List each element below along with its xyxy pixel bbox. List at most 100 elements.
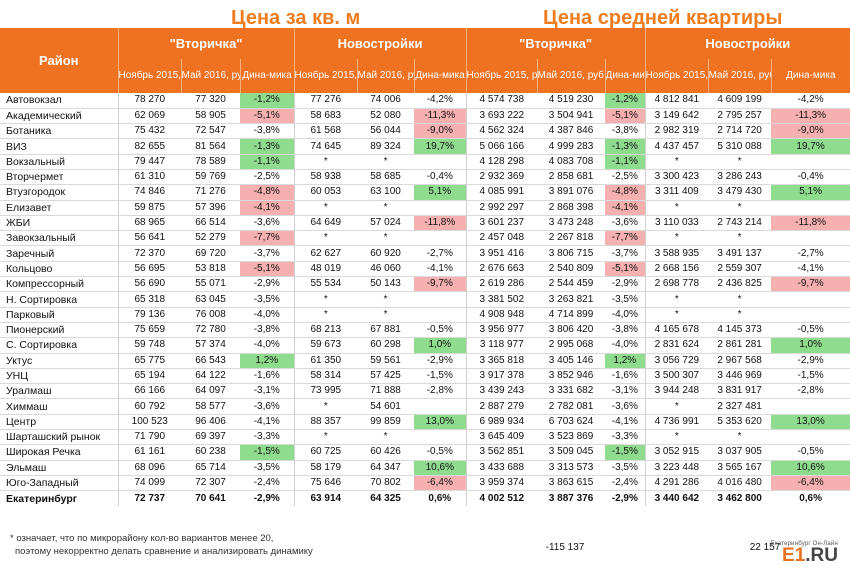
district-name: Кольцово [0,261,118,278]
header-dynamics: Дина-мика [770,59,850,93]
dynamics-cell: 0,6% [428,492,452,504]
price-cell: 3 052 915 [644,444,709,461]
dynamics-cell: -1,6% [605,368,646,385]
dynamics-cell: -4,8% [605,184,646,201]
price-cell: 2 457 048 [465,230,538,247]
price-cell: 3 037 905 [708,444,772,461]
price-cell: 78 589 [181,154,240,170]
price-cell: 3 286 243 [708,169,772,186]
table-row: Уралмаш 66 166 64 097 -3,1% 73 995 71 888 -2,8… [0,383,850,400]
dynamics-cell: -7,7% [605,230,646,247]
dynamics-cell: -11,8% [414,215,467,232]
price-cell: 89 324 [357,138,415,155]
price-cell: 3 863 615 [537,475,606,492]
price-cell: 59 673 [293,337,358,354]
dynamics-cell: -2,4% [240,475,295,492]
dynamics-cell: -0,5% [771,322,850,339]
dynamics-cell: -2,9% [611,492,638,504]
dynamics-cell: -3,5% [240,460,295,476]
district-name: Уктус [0,353,118,369]
price-cell: * [708,429,772,446]
district-name: Компрессорный [0,276,118,293]
header-secondary-apt: "Вторичка" [465,28,646,59]
price-cell: 60 920 [357,245,415,262]
dynamics-cell: -4,0% [240,337,295,354]
price-cell: 2 743 214 [708,215,772,232]
price-cell: 4 002 512 [465,490,538,507]
price-cell: 4 083 708 [537,154,606,170]
district-name: Уралмаш [0,383,118,400]
dynamics-cell: -1,1% [240,154,295,170]
header-may-2016: Май 2016, руб. [356,59,415,93]
price-cell: 71 276 [181,184,240,201]
price-cell: 2 676 663 [465,261,538,278]
dynamics-cell: -6,4% [771,475,850,492]
header-nov-2015: Ноябрь 2015, руб. [117,59,181,93]
price-cell: 99 859 [357,414,415,431]
footnote: * означает, что по микрорайону кол-во ва… [10,532,313,558]
table-row: Компрессорный 56 690 55 071 -2,9% 55 534 50 1… [0,276,850,293]
dynamics-cell: -5,1% [240,108,295,125]
price-cell: 88 357 [293,414,358,431]
footnote-line-1: * означает, что по микрорайону кол-во ва… [10,533,274,544]
price-cell: 67 881 [357,322,415,339]
price-cell: 2 831 624 [644,337,709,354]
price-cell: * [293,291,358,308]
price-cell: 4 736 991 [644,414,709,431]
price-cell: 3 891 076 [537,184,606,201]
dynamics-cell: -0,4% [771,169,850,186]
price-cell: 4 574 738 [465,93,538,109]
price-cell: 3 588 935 [644,245,709,262]
district-name: Академический [0,108,118,125]
price-cell: 66 543 [181,353,240,369]
price-cell: 3 491 137 [708,245,772,262]
dynamics-cell: -9,7% [414,276,467,293]
logo-e1: E1 [782,545,806,566]
district-name: Юго-Западный [0,475,118,492]
price-cell: * [644,291,709,308]
price-cell: 55 534 [293,276,358,293]
price-cell: 54 601 [357,398,415,415]
dynamics-cell: 10,6% [414,460,467,476]
price-cell: * [357,291,415,308]
dynamics-cell [771,200,850,216]
price-cell: 4 714 899 [537,307,606,323]
price-cell: 3 381 502 [465,291,538,308]
price-cell: 65 194 [117,368,181,385]
district-name: С. Сортировка [0,337,118,354]
dynamics-cell: -4,2% [414,93,467,109]
e1-logo[interactable]: Екатеринбург Он-Лайн E1.RU [771,541,838,565]
price-cell: * [708,307,772,323]
price-cell: 5 066 166 [465,138,538,155]
price-cell: 96 406 [181,414,240,431]
dynamics-cell: -4,1% [240,200,295,216]
price-cell: 72 547 [181,123,240,140]
dynamics-cell: -0,4% [414,169,467,186]
dynamics-cell: -3,1% [605,383,646,400]
table-row: Широкая Речка 61 161 60 238 -1,5% 60 725 60 4… [0,444,850,461]
dynamics-cell: -3,5% [605,460,646,476]
dynamics-cell: 1,2% [605,353,646,369]
price-cell: 64 122 [181,368,240,385]
district-name: Шарташский рынок [0,429,118,446]
table-row: Центр 100 523 96 406 -4,1% 88 357 99 859 13,0%… [0,414,850,431]
dynamics-cell: -7,7% [240,230,295,247]
dynamics-cell: -9,7% [771,276,850,293]
dynamics-cell: -4,1% [605,414,646,431]
price-cell: * [357,307,415,323]
price-cell: 58 938 [293,169,358,186]
price-cell: * [357,154,415,170]
price-cell: 66 166 [117,383,181,400]
price-cell: 2 668 156 [644,261,709,278]
dynamics-cell: -11,8% [771,215,850,232]
header-dynamics: Дина-мика [413,59,467,93]
price-cell: 3 405 146 [537,353,606,369]
district-name: Автовокзал [0,93,118,109]
dynamics-cell: 19,7% [414,138,467,155]
price-cell: 3 565 167 [708,460,772,476]
header-district: Район [0,28,118,93]
price-cell: 4 999 283 [537,138,606,155]
price-cell: 69 720 [181,245,240,262]
price-cell: 57 425 [357,368,415,385]
price-cell: * [357,230,415,247]
